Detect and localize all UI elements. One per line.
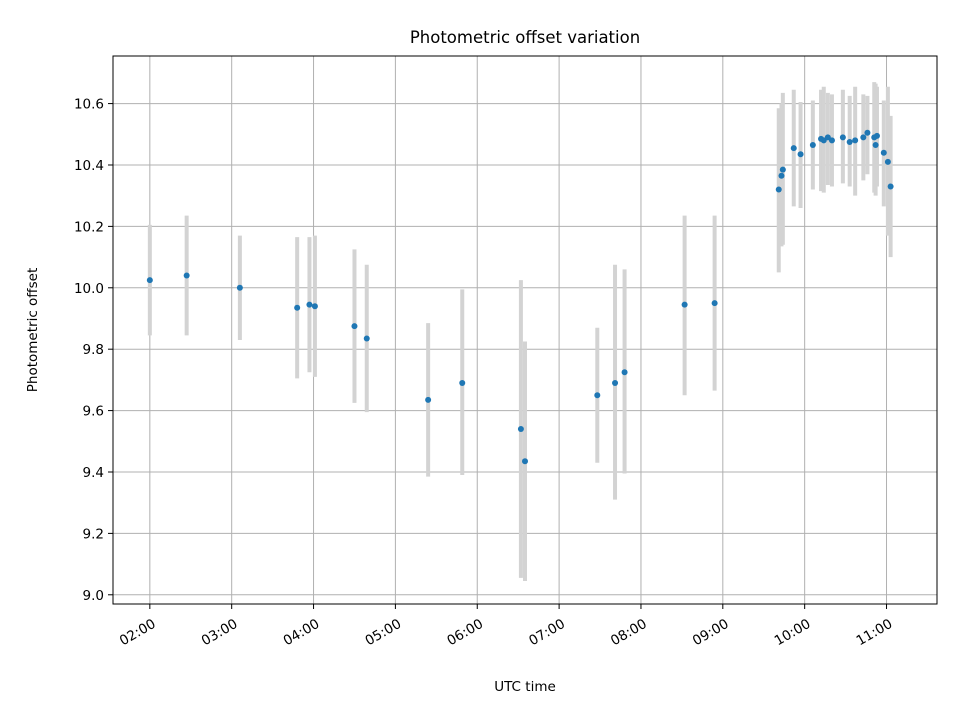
y-tick-label: 9.0 <box>83 588 104 604</box>
data-point <box>425 396 432 403</box>
data-point <box>884 158 891 165</box>
data-point <box>294 304 301 311</box>
y-tick-label: 9.2 <box>83 526 104 542</box>
data-point <box>775 186 782 193</box>
data-point <box>887 183 894 190</box>
data-point <box>880 149 887 156</box>
data-point <box>809 142 816 149</box>
data-point <box>311 303 318 310</box>
data-point <box>146 277 153 284</box>
data-point <box>183 272 190 279</box>
y-tick-label: 9.8 <box>83 342 104 358</box>
data-point <box>860 134 867 141</box>
y-tick-label: 10.6 <box>74 97 104 113</box>
x-axis-label: UTC time <box>494 679 556 695</box>
data-point <box>820 137 827 144</box>
y-axis-ticks: 9.0 9.2 9.4 9.6 9.8 10.0 10.2 10.4 10.6 <box>74 97 113 604</box>
data-point <box>306 301 313 308</box>
data-point <box>873 132 880 139</box>
data-point <box>681 301 688 308</box>
data-point <box>517 426 524 433</box>
chart-title: Photometric offset variation <box>410 28 640 47</box>
y-tick-label: 9.4 <box>83 465 104 481</box>
data-point <box>778 172 785 179</box>
data-point <box>236 284 243 291</box>
data-point <box>522 458 528 465</box>
data-point <box>621 369 628 376</box>
y-tick-label: 10.0 <box>74 281 104 297</box>
data-point <box>594 392 601 399</box>
data-point <box>711 300 718 307</box>
y-tick-label: 10.2 <box>74 219 104 235</box>
data-point <box>839 134 846 141</box>
plot-area-frame <box>112 55 938 605</box>
data-point <box>351 323 358 330</box>
data-point <box>828 137 835 144</box>
y-tick-label: 10.4 <box>74 158 104 174</box>
data-points <box>146 129 894 465</box>
data-point <box>824 134 831 141</box>
data-point <box>612 379 619 386</box>
data-point <box>363 335 370 342</box>
data-point <box>852 137 859 144</box>
y-tick-label: 9.6 <box>83 404 104 420</box>
data-point <box>459 379 466 386</box>
data-point <box>779 166 786 173</box>
data-point <box>790 145 797 152</box>
data-point <box>872 142 879 149</box>
data-point <box>864 129 871 136</box>
data-point <box>797 151 804 158</box>
y-axis-label: Photometric offset <box>25 268 41 392</box>
data-point <box>846 138 853 145</box>
